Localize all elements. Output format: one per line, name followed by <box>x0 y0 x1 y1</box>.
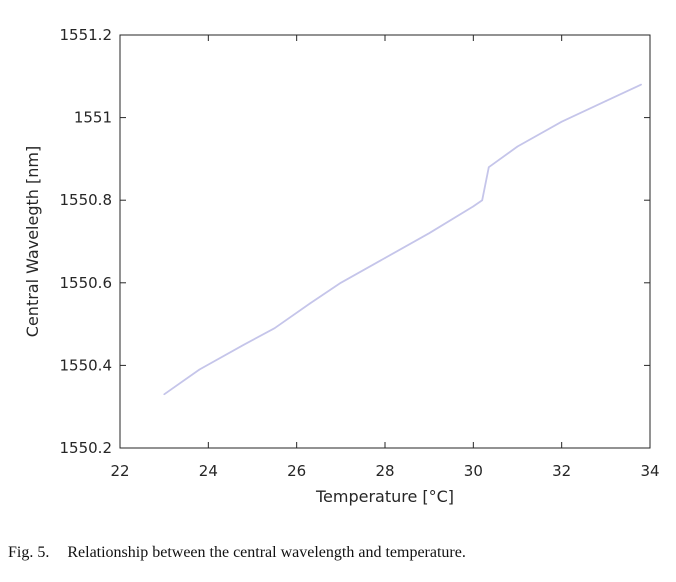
data-point <box>242 343 245 346</box>
x-tick-label: 32 <box>552 462 571 480</box>
data-point <box>487 166 490 168</box>
data-point <box>340 282 342 284</box>
data-point <box>516 145 519 148</box>
y-tick-label: 1550.2 <box>60 439 113 457</box>
x-axis-label: Temperature [°C] <box>315 487 454 506</box>
figure-number: Fig. 5. <box>8 544 50 561</box>
y-tick-label: 1550.8 <box>60 191 113 209</box>
data-point <box>198 368 201 371</box>
data-point <box>560 120 563 123</box>
data-point <box>481 199 483 201</box>
figure-caption: Fig. 5. Relationship between the central … <box>8 544 672 562</box>
x-axis-ticks: 22 24 26 28 30 32 34 <box>110 35 660 480</box>
y-tick-label: 1550.4 <box>60 356 113 374</box>
data-point <box>163 393 165 396</box>
x-tick-label: 34 <box>640 462 659 480</box>
y-tick-label: 1551 <box>74 109 112 127</box>
line-chart: 22 24 26 28 30 32 34 1550.21550.41550.61550.81… <box>23 26 660 506</box>
data-point <box>640 83 642 86</box>
data-point <box>472 205 475 208</box>
y-tick-label: 1551.2 <box>60 26 113 44</box>
data-point <box>428 232 430 235</box>
y-axis-ticks: 1550.2 1550.4 1550.6 1550.8 1551 1551.2 <box>60 26 650 457</box>
data-point <box>605 100 607 102</box>
data-point <box>384 257 386 259</box>
caption-text: Relationship between the central wavelen… <box>67 544 466 561</box>
x-tick-label: 28 <box>375 462 394 480</box>
x-tick-label: 30 <box>464 462 483 480</box>
data-point <box>273 327 276 330</box>
x-tick-label: 24 <box>199 462 218 480</box>
y-tick-label: 1550.6 <box>60 274 113 292</box>
plot-frame <box>119 34 651 449</box>
x-tick-label: 26 <box>287 462 306 480</box>
plot-area <box>119 34 651 449</box>
series-layer <box>163 83 642 396</box>
y-axis-label: Central Wavelegth [nm] <box>23 146 42 337</box>
data-point <box>309 302 311 305</box>
x-tick-label: 22 <box>110 462 129 480</box>
